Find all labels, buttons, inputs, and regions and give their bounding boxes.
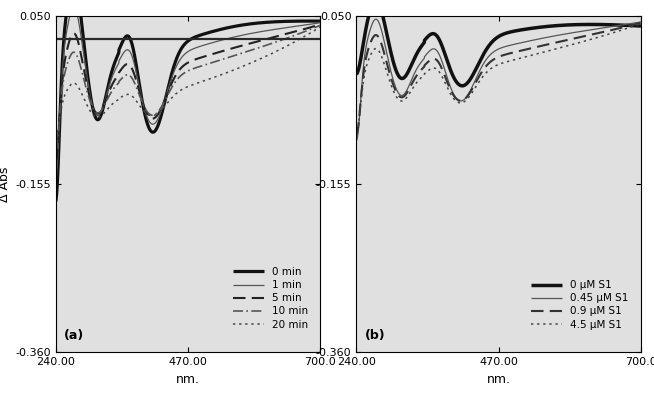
Legend: 0 min, 1 min, 5 min, 10 min, 20 min: 0 min, 1 min, 5 min, 10 min, 20 min [228,263,313,334]
Y-axis label: Δ Abs: Δ Abs [0,166,11,202]
Text: (b): (b) [365,329,386,342]
X-axis label: nm.: nm. [176,373,200,386]
Text: (a): (a) [63,329,84,342]
Legend: 0 μM S1, 0.45 μM S1, 0.9 μM S1, 4.5 μM S1: 0 μM S1, 0.45 μM S1, 0.9 μM S1, 4.5 μM S… [526,276,633,334]
X-axis label: nm.: nm. [487,373,511,386]
